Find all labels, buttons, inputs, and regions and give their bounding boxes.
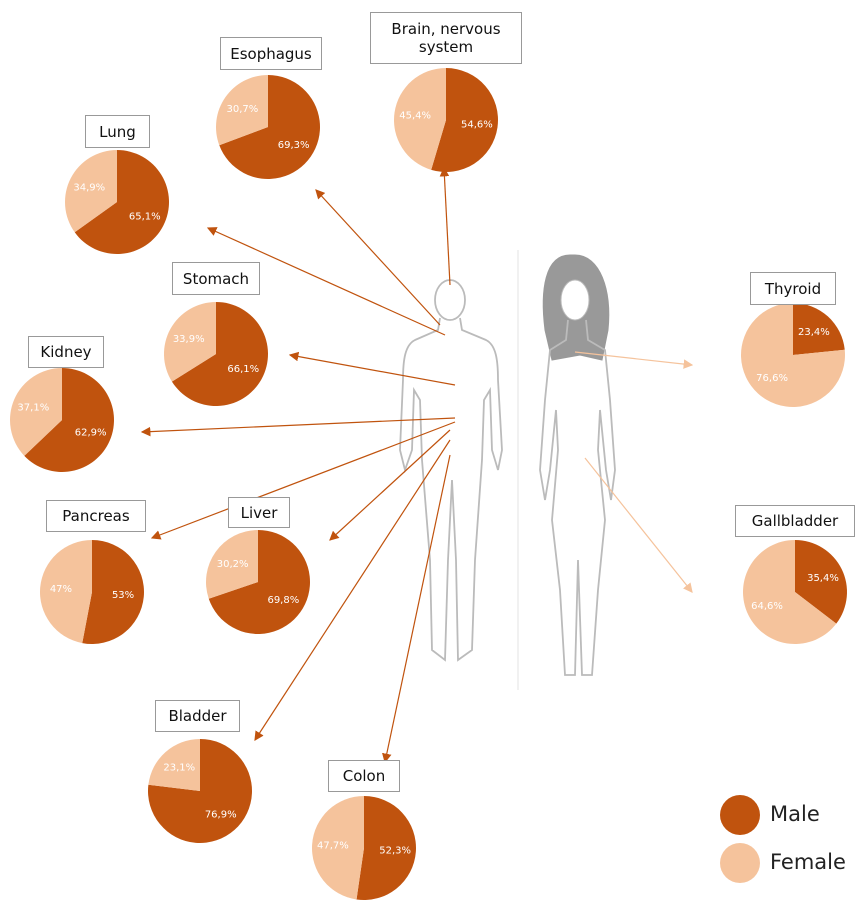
value-label: 66,1% (227, 364, 259, 375)
value-label: 45,4% (399, 111, 431, 122)
value-label: 23,1% (163, 763, 195, 774)
male-head (435, 280, 465, 320)
pie: 53% 47% (40, 540, 144, 644)
value-label: 53% (112, 590, 134, 601)
pie-title: Esophagus (220, 37, 322, 70)
value-label: 34,9% (73, 183, 105, 194)
value-label: 52,3% (379, 845, 411, 856)
pie-title: Gallbladder (735, 505, 855, 537)
value-label: 62,9% (75, 427, 107, 438)
pie: 76,9% 23,1% (148, 739, 252, 843)
pie: 35,4% 64,6% (743, 540, 847, 644)
value-label: 23,4% (798, 327, 830, 338)
pie-title: Thyroid (750, 272, 836, 305)
pie-title: Brain, nervous system (370, 12, 522, 64)
value-label: 30,2% (217, 559, 249, 570)
value-label: 69,3% (278, 140, 310, 151)
pie: 69,3% 30,7% (216, 75, 320, 179)
male-body (400, 318, 502, 660)
female-body (540, 320, 615, 675)
pie: 52,3% 47,7% (312, 796, 416, 900)
value-label: 33,9% (173, 334, 205, 345)
arrow (585, 458, 692, 592)
pie-title: Colon (328, 760, 400, 792)
pie: 66,1% 33,9% (164, 302, 268, 406)
pie: 65,1% 34,9% (65, 150, 169, 254)
arrow (152, 422, 455, 538)
pie: 62,9% 37,1% (10, 368, 114, 472)
legend-label: Female (770, 850, 846, 874)
arrow (575, 352, 692, 365)
pie-title: Bladder (155, 700, 240, 732)
value-label: 35,4% (807, 573, 839, 584)
arrows (142, 168, 692, 762)
value-label: 76,9% (205, 809, 237, 820)
pie-title: Lung (85, 115, 150, 148)
legend-label: Male (770, 802, 820, 826)
value-label: 47% (50, 584, 72, 595)
value-label: 47,7% (317, 841, 349, 852)
pie-title: Kidney (28, 336, 104, 368)
arrow (142, 418, 455, 432)
female-head (561, 280, 589, 320)
infographic: 69,3% 30,7% 54,6% 45,4% 65,1% 34,9% 66,1% 33,9%… (0, 0, 857, 904)
pie-title: Liver (228, 497, 290, 528)
value-label: 69,8% (267, 595, 299, 606)
arrow (444, 168, 450, 285)
legend-swatch (720, 843, 760, 883)
value-label: 64,6% (751, 601, 783, 612)
pie: 69,8% 30,2% (206, 530, 310, 634)
value-label: 37,1% (17, 403, 49, 414)
pie-title: Stomach (172, 262, 260, 295)
value-label: 54,6% (461, 119, 493, 130)
pie-title: Pancreas (46, 500, 146, 532)
arrow (385, 455, 450, 762)
value-label: 65,1% (129, 211, 161, 222)
value-label: 76,6% (756, 373, 788, 384)
pie: 23,4% 76,6% (741, 303, 845, 407)
pie: 54,6% 45,4% (394, 68, 498, 172)
legend-swatch (720, 795, 760, 835)
arrow (290, 355, 455, 385)
value-label: 30,7% (226, 104, 258, 115)
